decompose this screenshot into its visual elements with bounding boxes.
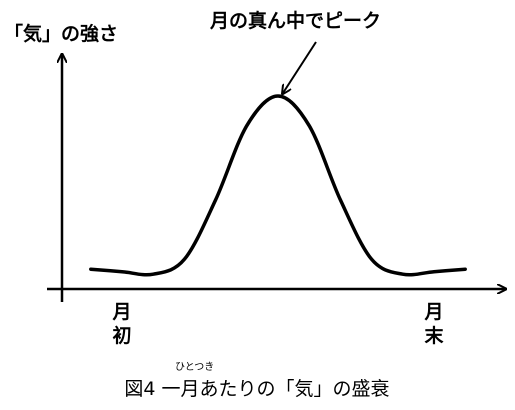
x-tick-label-start: 月初 (111, 301, 131, 347)
series-line (89, 94, 467, 277)
y-axis-label: 「気」の強さ (4, 22, 118, 45)
x-tick-label-end: 月末 (423, 301, 444, 347)
caption-ruby: ひとつき (175, 361, 214, 373)
chart-title: 図4 一月あたりの「気」の盛衰 (124, 378, 389, 400)
annotation-arrow (283, 41, 317, 93)
peak-annotation: 月の真ん中でピーク (209, 9, 381, 32)
